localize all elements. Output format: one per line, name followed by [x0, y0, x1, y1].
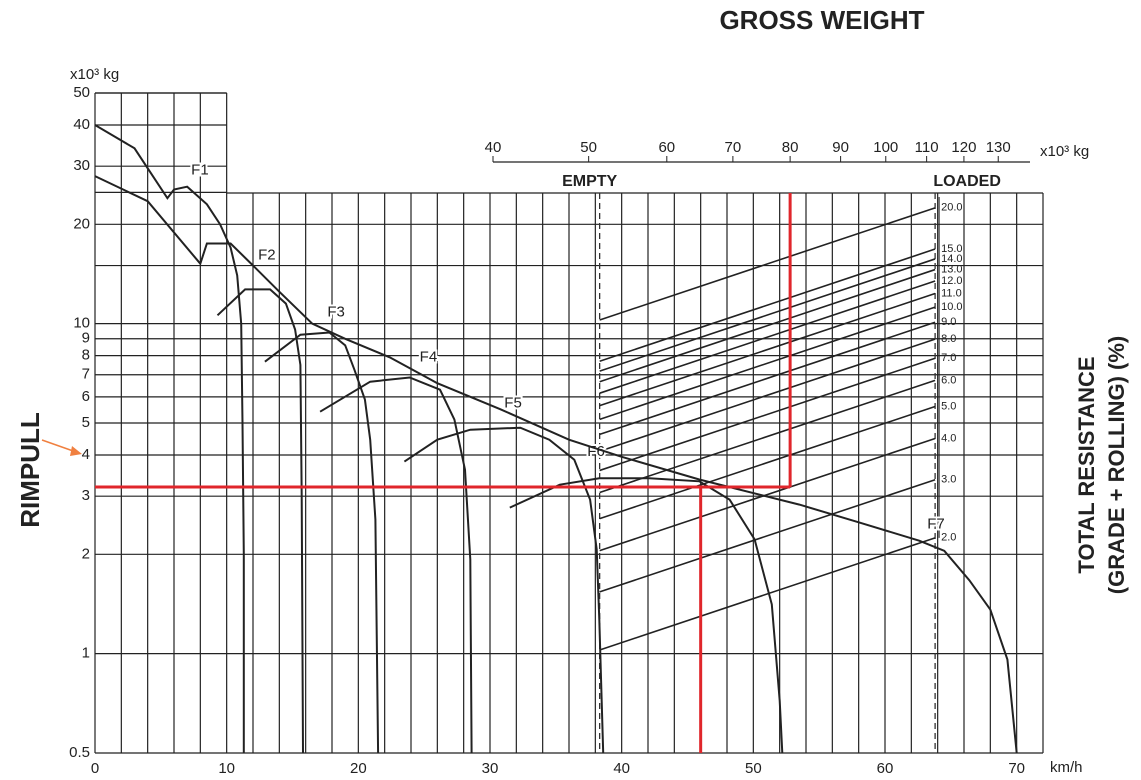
- x-tick-label: 20: [350, 760, 367, 777]
- grade-label: 5.0: [941, 400, 956, 412]
- x-unit: km/h: [1050, 759, 1083, 776]
- grade-line: [599, 248, 936, 362]
- grade-label: 3.0: [941, 474, 956, 486]
- y-tick-label: 5: [82, 414, 90, 431]
- weight-tick-label: 90: [832, 139, 849, 156]
- series-label: F5: [504, 395, 522, 412]
- grade-line: [599, 405, 936, 520]
- grade-line: [599, 437, 936, 552]
- grade-label: 14.0: [941, 253, 962, 265]
- grade-label: 11.0: [941, 287, 962, 299]
- y-tick-label: 3: [82, 487, 90, 504]
- weight-tick-label: 110: [915, 139, 939, 156]
- grade-label: 7.0: [941, 352, 956, 364]
- grade-line: [599, 478, 936, 593]
- weight-tick-label: 80: [782, 139, 799, 156]
- grade-line: [599, 306, 936, 421]
- x-tick-label: 0: [91, 760, 99, 777]
- grade-label: 2.0: [941, 532, 956, 544]
- grade-label: 15.0: [941, 243, 962, 255]
- empty-label: EMPTY: [562, 173, 617, 190]
- x-tick-label: 50: [745, 760, 762, 777]
- gear-curve: [94, 175, 1018, 754]
- weight-unit: x10³ kg: [1040, 143, 1089, 160]
- gear-curve: [403, 426, 605, 754]
- grade-label: 6.0: [941, 374, 956, 386]
- series-label: F7: [927, 516, 945, 533]
- gear-curve: [216, 288, 304, 754]
- grade-line: [599, 280, 936, 394]
- grade-line: [599, 537, 936, 651]
- gear-curve: [319, 376, 473, 754]
- grade-label: 4.0: [941, 432, 956, 444]
- grade-line: [599, 292, 936, 407]
- right-label: TOTAL RESISTANCE: [1074, 356, 1099, 573]
- y-tick-label: 20: [73, 215, 90, 232]
- y-tick-label: 9: [82, 330, 90, 347]
- y-tick-label: 4: [82, 446, 90, 463]
- grade-line: [599, 207, 936, 321]
- weight-tick-label: 100: [873, 139, 898, 156]
- series-label: F2: [258, 246, 276, 263]
- x-tick-label: 40: [613, 760, 630, 777]
- y-tick-label: 1: [82, 645, 90, 662]
- y-tick-label: 8: [82, 347, 90, 364]
- y-tick-label: 2: [82, 545, 90, 562]
- grade-line: [599, 338, 936, 453]
- right-label: (GRADE + ROLLING) (%): [1104, 336, 1129, 595]
- x-tick-label: 70: [1008, 760, 1025, 777]
- weight-tick-label: 120: [951, 139, 976, 156]
- loaded-label: LOADED: [933, 173, 1001, 190]
- y-tick-label: 50: [73, 84, 90, 101]
- grade-line: [599, 321, 936, 436]
- grade-label: 9.0: [941, 316, 956, 328]
- gear-curve: [94, 124, 245, 753]
- y-tick-label: 30: [73, 157, 90, 174]
- y-unit: x10³ kg: [70, 66, 119, 83]
- chart-title: GROSS WEIGHT: [719, 5, 924, 35]
- x-tick-label: 10: [218, 760, 235, 777]
- weight-tick-label: 40: [485, 139, 502, 156]
- y-tick-label: 10: [73, 315, 90, 332]
- y-tick-label: 7: [82, 366, 90, 383]
- arrow: [41, 439, 82, 456]
- grade-label: 20.0: [941, 202, 962, 214]
- weight-tick-label: 50: [580, 139, 597, 156]
- x-tick-label: 30: [482, 760, 499, 777]
- gear-curve: [264, 331, 380, 754]
- grade-line: [599, 357, 936, 472]
- y-tick-label: 40: [73, 116, 90, 133]
- grade-label: 12.0: [941, 275, 962, 287]
- series-label: F3: [327, 303, 345, 320]
- weight-tick-label: 130: [986, 139, 1011, 156]
- y-tick-label: 0.5: [69, 744, 90, 761]
- grade-label: 13.0: [941, 263, 962, 275]
- grade-line: [599, 268, 936, 383]
- weight-tick-label: 60: [658, 139, 675, 156]
- grade-label: 10.0: [941, 301, 962, 313]
- gear-curve: [509, 477, 784, 754]
- x-tick-label: 60: [877, 760, 894, 777]
- weight-tick-label: 70: [725, 139, 742, 156]
- grade-line: [599, 258, 936, 372]
- series-label: F1: [191, 162, 209, 179]
- grade-label: 8.0: [941, 333, 956, 345]
- y-axis-label: RIMPULL: [15, 412, 45, 528]
- y-tick-label: 6: [82, 388, 90, 405]
- series-label: F4: [420, 348, 438, 365]
- grade-line: [599, 379, 936, 494]
